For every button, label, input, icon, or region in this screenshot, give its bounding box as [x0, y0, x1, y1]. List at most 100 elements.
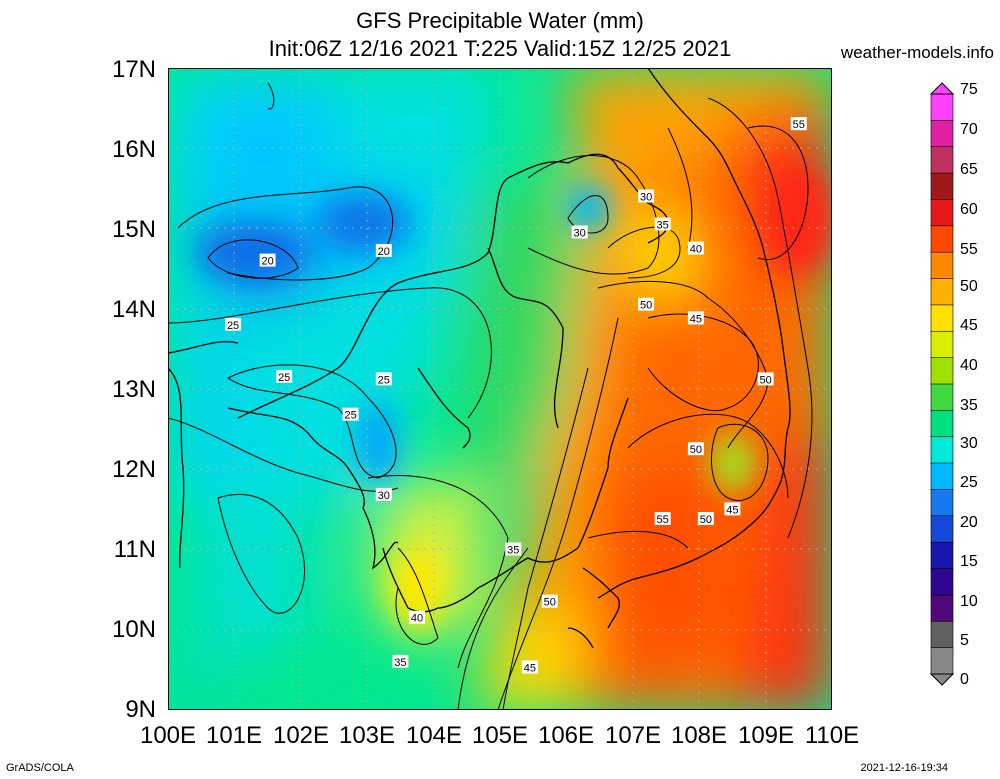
colorbar-label: 75: [960, 81, 978, 98]
lon-label: 108E: [670, 722, 728, 749]
colorbar-swatch: [930, 93, 954, 122]
lon-label: 109E: [737, 722, 795, 749]
lon-label: 106E: [537, 722, 595, 749]
contour-label: 50: [690, 444, 702, 456]
contour-label: 45: [524, 662, 536, 674]
colorbar-swatch: [930, 330, 954, 359]
lon-label: 105E: [471, 722, 529, 749]
lon-label: 102E: [272, 722, 330, 749]
colorbar-label: 45: [960, 317, 978, 334]
contour-label-box: [697, 512, 714, 526]
colorbar-swatch: [930, 172, 954, 201]
colorbar-swatch: [930, 620, 954, 649]
contour-label-box: [541, 594, 558, 608]
contour-label: 50: [640, 300, 652, 312]
colorbar-swatch: [930, 489, 954, 517]
site-name[interactable]: weather-models.info: [840, 43, 994, 62]
contour-label: 45: [726, 504, 738, 516]
colorbar-swatch: [930, 462, 954, 491]
colorbar-swatch: [930, 146, 954, 174]
colorbar-swatch: [930, 251, 954, 280]
contour-label: 40: [411, 613, 423, 625]
contour-label-box: [375, 372, 392, 386]
contour-label-box: [342, 407, 359, 421]
contour-label: 35: [657, 219, 669, 231]
map-title: GFS Precipitable Water (mm): [356, 8, 644, 33]
colorbar-label: 0: [960, 671, 969, 688]
colorbar-label: 60: [960, 201, 978, 218]
contour-label-box: [505, 542, 522, 556]
colorbar-swatch: [930, 647, 954, 675]
lon-label: 104E: [405, 722, 463, 749]
colorbar: [930, 82, 954, 686]
contour-label: 20: [261, 256, 273, 268]
contour-label-box: [790, 117, 807, 131]
lat-label: 12N: [111, 456, 156, 483]
contour-label-box: [375, 243, 392, 257]
colorbar-swatch: [930, 199, 954, 227]
contour-label: 25: [344, 410, 356, 422]
lat-label: 14N: [111, 296, 156, 323]
contour-label: 30: [378, 490, 390, 502]
contour-label-box: [225, 317, 242, 331]
colorbar-label: 15: [960, 553, 978, 570]
lat-label: 11N: [113, 536, 156, 563]
contour-label: 50: [544, 597, 556, 609]
contour-label-box: [654, 512, 671, 526]
contour-label: 25: [227, 320, 239, 332]
colorbar-label: 25: [960, 474, 978, 491]
contour-label: 45: [690, 313, 702, 325]
colorbar-swatch: [930, 304, 954, 333]
colorbar-label: 10: [960, 593, 978, 610]
contour-label-box: [654, 217, 671, 231]
lat-label: 16N: [111, 136, 156, 163]
colorbar-min-arrow: [930, 673, 954, 686]
colorbar-label: 55: [960, 241, 978, 258]
lat-label: 13N: [111, 376, 156, 403]
contour-label-box: [687, 241, 704, 255]
map-panel: 55 30 35 30 40 20 20 50 45 25 25 25 50 25 50 30 45 50 55 35…: [168, 68, 832, 710]
colorbar-swatch: [930, 410, 954, 438]
contour-label: 35: [507, 545, 519, 557]
lon-label: 100E: [139, 722, 197, 749]
contour-label-box: [687, 442, 704, 456]
colorbar-label: 5: [960, 632, 969, 649]
colorbar-swatch: [930, 120, 954, 148]
contour-label: 35: [394, 657, 406, 669]
colorbar-label: 50: [960, 278, 978, 295]
colorbar-label: 20: [960, 514, 978, 531]
lat-label: 15N: [111, 216, 156, 243]
contour-label: 25: [378, 374, 390, 386]
contour-label-box: [392, 654, 409, 668]
contour-label-box: [375, 487, 392, 501]
colorbar-label: 30: [960, 435, 978, 452]
contour-label-box: [409, 610, 425, 624]
contour-label-box: [521, 660, 538, 674]
colorbar-swatch: [930, 278, 954, 306]
colorbar-max-arrow: [930, 82, 954, 95]
colorbar-swatch: [930, 357, 954, 385]
map-frame: [168, 68, 832, 710]
colorbar-swatch: [930, 225, 954, 253]
lat-label: 9N: [125, 696, 156, 723]
contour-label: 55: [657, 514, 669, 526]
colorbar-label: 70: [960, 121, 978, 138]
coastlines-borders: [168, 68, 791, 649]
contour-lines: [168, 82, 813, 710]
footer-timestamp: 2021-12-16-19:34: [860, 762, 948, 774]
contour-label: 20: [378, 246, 390, 258]
colorbar-swatch: [930, 594, 954, 623]
contour-label: 50: [700, 514, 712, 526]
contour-label-box: [687, 311, 704, 325]
footer-credit: GrADS/COLA: [6, 762, 74, 774]
map-subtitle: Init:06Z 12/16 2021 T:225 Valid:15Z 12/2…: [268, 36, 732, 61]
lon-label: 110E: [804, 722, 860, 749]
colorbar-swatch: [930, 568, 954, 596]
contour-label-box: [259, 253, 276, 267]
contour-label: 50: [759, 374, 771, 386]
lon-label: 101E: [205, 722, 263, 749]
lon-label: 107E: [604, 722, 662, 749]
contour-label: 40: [690, 244, 702, 256]
contour-label-box: [757, 372, 774, 386]
contour-label: 25: [278, 372, 290, 384]
